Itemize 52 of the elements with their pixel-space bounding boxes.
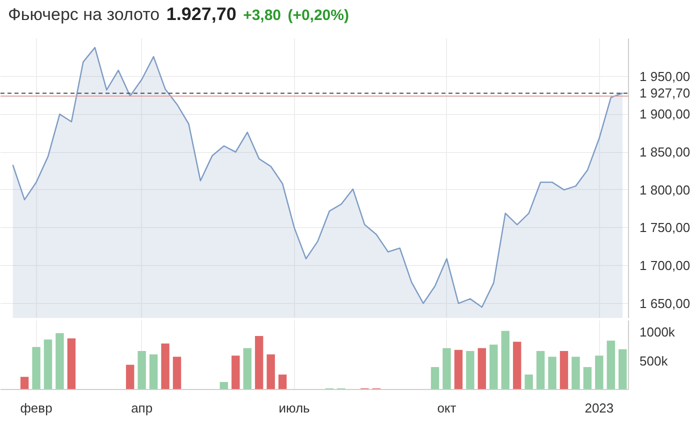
bar [243,348,252,390]
bar [466,350,474,390]
bar [32,346,40,390]
bar [442,348,451,390]
bar [67,338,76,390]
bar [524,374,533,390]
text: (+0,20%) [288,7,349,24]
y-tick-label: 1 950,00 [640,68,690,84]
bar [430,367,440,390]
text: +3,80 [243,7,282,24]
bar [536,350,545,390]
bar [548,356,556,390]
bar [490,344,498,390]
bar [126,364,134,390]
x-tick-label: февр [20,400,52,416]
x-tick-label: 2023 [584,400,614,416]
bar [595,356,604,390]
bar [266,354,275,390]
x-tick-label: окт [437,400,456,416]
bar [172,356,182,390]
bar [454,350,463,390]
bar [56,333,64,390]
bar [618,349,627,390]
y-tick-label: 1 750,00 [640,220,690,236]
ref-line-label: 1 927,70 [640,86,690,101]
y-tick-label: 1 800,00 [640,182,690,198]
y-tick-label: 1 900,00 [640,106,690,122]
bar [44,339,52,390]
bar [138,350,146,390]
y-tick-label: 1 650,00 [640,296,690,311]
x-tick-label: апр [131,400,153,416]
bar [501,330,510,390]
bar [20,376,29,390]
y-tick-label: 1 850,00 [640,144,690,160]
bar [278,374,287,390]
bar [254,336,264,390]
bar [572,356,580,390]
x-tick-label: июль [278,400,310,416]
bar [149,354,158,390]
bar [478,348,486,390]
bar [232,356,240,390]
text: 1.927,70 [166,4,236,24]
bar [606,340,616,390]
bar [512,342,522,390]
y-tick-label: 1 700,00 [640,258,690,274]
bar [161,344,170,390]
chart-title: Фьючерс на золото [8,5,160,24]
y-tick-label: 500k [640,353,668,368]
bar [220,382,228,390]
bar [583,367,592,390]
y-tick-label: 1000k [640,324,676,340]
bar [560,350,568,390]
